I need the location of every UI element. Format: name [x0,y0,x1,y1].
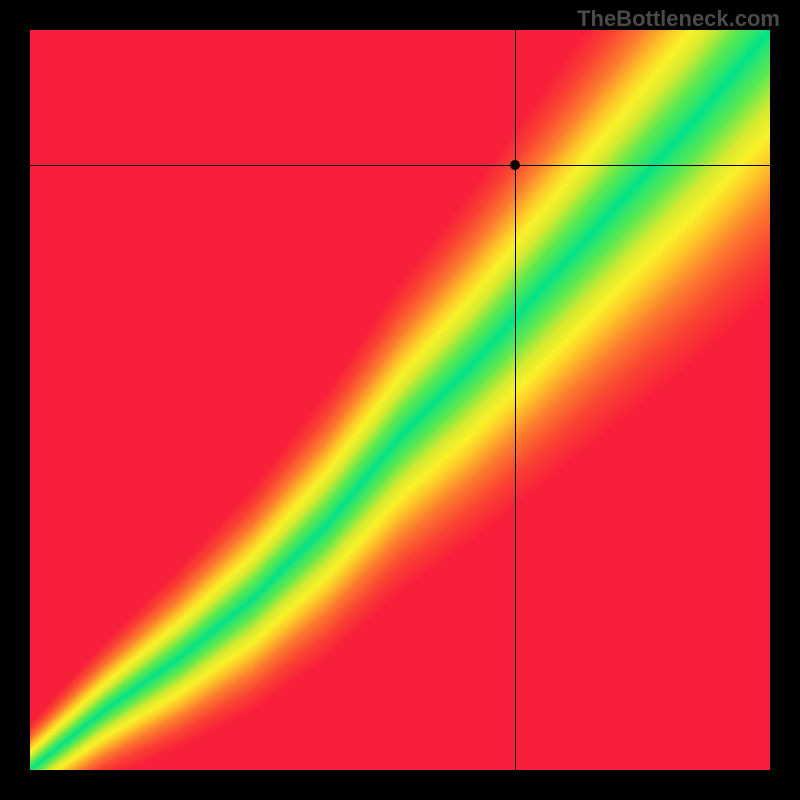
crosshair-vertical [515,30,516,770]
heatmap-plot [30,30,770,770]
intersection-marker [510,160,520,170]
crosshair-horizontal [30,165,770,166]
watermark: TheBottleneck.com [577,6,780,32]
heatmap-canvas [30,30,770,770]
